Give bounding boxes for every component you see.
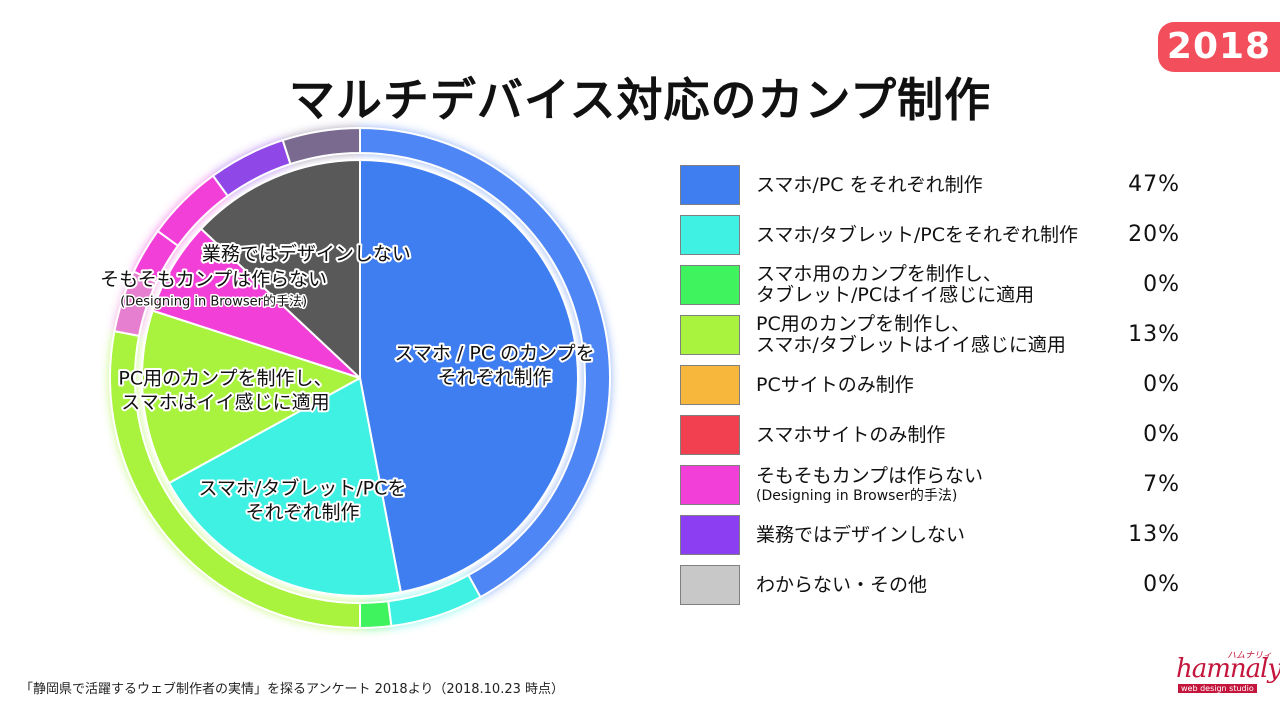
logo-wordmark: hamnaly [1176, 654, 1280, 684]
pie-label-3-0: PC用のカンプを制作し、 [118, 368, 332, 390]
legend-percent: 0% [1143, 422, 1180, 447]
pie-label-6-0: そもそもカンプは作らない [100, 268, 327, 290]
legend-label-line: スマホサイトのみ制作 [756, 423, 946, 446]
legend-label: スマホ用のカンプを制作し、 タブレット/PCはイイ感じに適用 [756, 260, 1116, 310]
footnote: 「静岡県で活躍するウェブ制作者の実情」を探るアンケート 2018より（2018.… [20, 682, 565, 697]
hamnaly-logo: ハムナリィ hamnaly web design studio [1172, 648, 1280, 698]
legend-percent: 0% [1143, 372, 1180, 397]
legend-swatch [680, 315, 740, 355]
legend-label-line: タブレット/PCはイイ感じに適用 [756, 284, 1035, 306]
legend-swatch [680, 465, 740, 505]
pie-label-0-0: スマホ / PC のカンプを [395, 342, 595, 364]
legend-percent: 13% [1128, 522, 1180, 547]
legend-label-line: PC用のカンプを制作し、 [756, 313, 971, 335]
legend-row: スマホ用のカンプを制作し、 タブレット/PCはイイ感じに適用 0% [680, 260, 1200, 310]
legend-swatch [680, 165, 740, 205]
legend-percent: 20% [1128, 222, 1180, 247]
legend-row: わからない・その他 0% [680, 560, 1200, 610]
pie-slice-0 [359, 159, 579, 594]
legend-swatch [680, 515, 740, 555]
pie-chart: スマホ / PC のカンプをそれぞれ制作スマホ/タブレット/PCをそれぞれ制作P… [98, 126, 611, 630]
pie-slice-3 [141, 309, 361, 485]
legend-label-line: そもそもカンプは作らない [756, 464, 984, 487]
legend-label-line: PCサイトのみ制作 [756, 373, 914, 396]
legend-percent: 7% [1143, 472, 1180, 497]
legend-label-line: スマホ/タブレットはイイ感じに適用 [756, 334, 1066, 356]
legend-label-line: スマホ用のカンプを制作し、 [756, 263, 1002, 285]
pie-slice-7 [200, 159, 361, 379]
pie-label-1-1: それぞれ制作 [245, 501, 359, 523]
legend-sublabel: (Designing in Browser的手法) [756, 487, 958, 504]
legend-row: 業務ではデザインしない 13% [680, 510, 1200, 560]
legend-label-line: 業務ではデザインしない [756, 523, 966, 546]
ring-segment-2 [359, 600, 393, 630]
pie-slice-1 [167, 377, 402, 597]
legend-label: スマホ/タブレット/PCをそれぞれ制作 [756, 210, 1116, 260]
legend-label-line: スマホ/PC をそれぞれ制作 [756, 173, 983, 196]
legend-percent: 0% [1143, 272, 1180, 297]
logo-kana: ハムナリィ [1226, 651, 1272, 661]
legend-label: スマホ/PC をそれぞれ制作 [756, 160, 1116, 210]
legend-label: 業務ではデザインしない [756, 510, 1116, 560]
legend-percent: 0% [1143, 572, 1180, 597]
pie-label-7-0: 業務ではデザインしない [202, 243, 411, 265]
legend-label-line: スマホ/タブレット/PCをそれぞれ制作 [756, 223, 1078, 246]
legend: スマホ/PC をそれぞれ制作 47% スマホ/タブレット/PCをそれぞれ制作 20% ス… [680, 160, 1200, 610]
year-badge: 2018 [1158, 22, 1280, 72]
pie-label-1-0: スマホ/タブレット/PCを [198, 476, 406, 499]
legend-label: そもそもカンプは作らない (Designing in Browser的手法) [756, 460, 1116, 510]
pie-label-0-1: それぞれ制作 [438, 366, 552, 388]
legend-percent: 47% [1128, 172, 1180, 197]
legend-swatch [680, 265, 740, 305]
legend-swatch [680, 365, 740, 405]
legend-row: PC用のカンプを制作し、 スマホ/タブレットはイイ感じに適用 13% [680, 310, 1200, 360]
pie-label-3-1: スマホはイイ感じに適用 [121, 392, 329, 414]
legend-swatch [680, 415, 740, 455]
legend-swatch [680, 215, 740, 255]
legend-label: スマホサイトのみ制作 [756, 410, 1116, 460]
legend-row: スマホ/タブレット/PCをそれぞれ制作 20% [680, 210, 1200, 260]
legend-swatch [680, 565, 740, 605]
ring-segment-8 [281, 126, 361, 166]
legend-label-line: わからない・その他 [756, 573, 928, 596]
legend-row: スマホ/PC をそれぞれ制作 47% [680, 160, 1200, 210]
legend-label: PC用のカンプを制作し、 スマホ/タブレットはイイ感じに適用 [756, 310, 1116, 360]
chart-title: マルチデバイス対応のカンプ制作 [288, 73, 992, 127]
logo-tagline: web design studio [1178, 684, 1257, 693]
legend-label: わからない・その他 [756, 560, 1116, 610]
legend-row: そもそもカンプは作らない (Designing in Browser的手法) 7% [680, 460, 1200, 510]
legend-row: スマホサイトのみ制作 0% [680, 410, 1200, 460]
pie-sublabel-6: (Designing in Browser的手法) [120, 293, 307, 309]
legend-percent: 13% [1128, 322, 1180, 347]
legend-label: PCサイトのみ制作 [756, 360, 1116, 410]
legend-row: PCサイトのみ制作 0% [680, 360, 1200, 410]
